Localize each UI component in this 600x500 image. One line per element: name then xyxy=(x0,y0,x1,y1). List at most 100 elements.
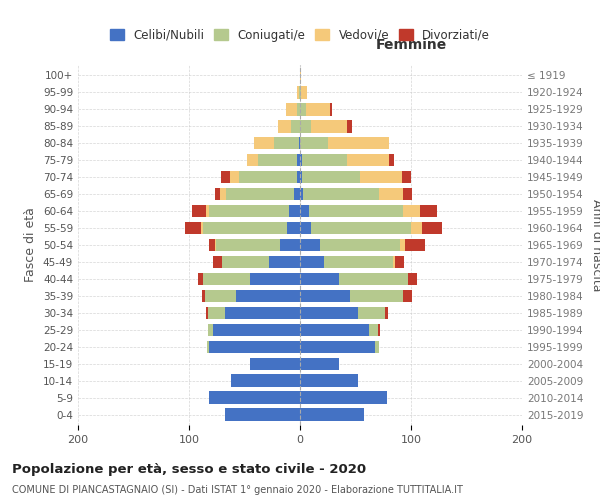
Bar xyxy=(274,136,299,149)
Bar xyxy=(295,188,300,200)
Bar xyxy=(403,290,412,302)
Bar xyxy=(395,256,404,268)
Bar xyxy=(300,340,376,353)
Bar xyxy=(300,272,339,285)
Bar xyxy=(201,222,203,234)
Bar xyxy=(311,222,411,234)
Text: Femmine: Femmine xyxy=(376,38,446,52)
Bar xyxy=(309,204,403,218)
Bar xyxy=(206,306,208,320)
Bar xyxy=(299,136,300,149)
Bar xyxy=(393,256,395,268)
Bar xyxy=(339,272,407,285)
Bar xyxy=(214,324,300,336)
Bar xyxy=(291,120,300,132)
Bar xyxy=(300,103,305,116)
Bar xyxy=(231,374,300,387)
Bar xyxy=(230,170,239,183)
Bar xyxy=(300,238,320,252)
Bar xyxy=(296,103,300,116)
Bar xyxy=(207,340,209,353)
Bar xyxy=(296,86,299,99)
Bar xyxy=(385,306,388,320)
Bar xyxy=(220,188,226,200)
Bar xyxy=(300,86,301,99)
Bar xyxy=(296,154,300,166)
Bar xyxy=(347,120,352,132)
Bar xyxy=(358,306,385,320)
Bar xyxy=(347,154,389,166)
Bar xyxy=(350,290,403,302)
Bar xyxy=(289,204,300,218)
Bar xyxy=(407,272,416,285)
Bar xyxy=(247,154,258,166)
Bar xyxy=(300,408,364,421)
Bar xyxy=(300,120,311,132)
Text: Popolazione per età, sesso e stato civile - 2020: Popolazione per età, sesso e stato civil… xyxy=(12,462,366,475)
Bar xyxy=(209,340,300,353)
Bar xyxy=(236,290,300,302)
Bar xyxy=(402,170,411,183)
Bar xyxy=(302,154,347,166)
Bar xyxy=(403,204,420,218)
Bar xyxy=(389,154,394,166)
Bar xyxy=(278,120,291,132)
Bar xyxy=(300,222,311,234)
Bar xyxy=(422,222,442,234)
Bar xyxy=(411,222,422,234)
Bar xyxy=(300,306,358,320)
Bar xyxy=(239,170,296,183)
Bar xyxy=(300,374,358,387)
Bar xyxy=(300,204,309,218)
Bar xyxy=(400,238,406,252)
Bar xyxy=(203,222,287,234)
Y-axis label: Fasce di età: Fasce di età xyxy=(25,208,37,282)
Bar xyxy=(209,238,215,252)
Bar xyxy=(286,103,296,116)
Bar xyxy=(300,188,304,200)
Bar xyxy=(300,69,301,82)
Bar xyxy=(214,256,223,268)
Bar xyxy=(223,256,269,268)
Bar xyxy=(299,86,300,99)
Y-axis label: Anni di nascita: Anni di nascita xyxy=(590,198,600,291)
Bar xyxy=(320,238,400,252)
Bar xyxy=(301,86,307,99)
Text: COMUNE DI PIANCASTAGNAIO (SI) - Dati ISTAT 1° gennaio 2020 - Elaborazione TUTTIT: COMUNE DI PIANCASTAGNAIO (SI) - Dati IST… xyxy=(12,485,463,495)
Bar xyxy=(305,103,330,116)
Bar xyxy=(378,324,380,336)
Bar xyxy=(202,290,205,302)
Bar xyxy=(221,170,230,183)
Bar xyxy=(296,170,300,183)
Bar xyxy=(208,306,224,320)
Bar xyxy=(420,204,437,218)
Bar xyxy=(403,188,412,200)
Bar xyxy=(287,222,300,234)
Bar xyxy=(205,290,236,302)
Bar xyxy=(226,188,295,200)
Bar xyxy=(300,154,302,166)
Bar xyxy=(325,256,393,268)
Bar xyxy=(224,306,300,320)
Legend: Celibi/Nubili, Coniugati/e, Vedovi/e, Divorziati/e: Celibi/Nubili, Coniugati/e, Vedovi/e, Di… xyxy=(105,24,495,46)
Bar xyxy=(330,103,332,116)
Bar xyxy=(328,136,389,149)
Bar xyxy=(198,272,203,285)
Bar xyxy=(254,136,274,149)
Bar xyxy=(203,272,250,285)
Bar xyxy=(193,204,206,218)
Bar xyxy=(280,238,300,252)
Bar xyxy=(209,392,300,404)
Bar xyxy=(300,256,325,268)
Bar xyxy=(360,170,402,183)
Bar xyxy=(258,154,296,166)
Bar xyxy=(250,272,300,285)
Bar xyxy=(206,204,209,218)
Bar xyxy=(379,188,403,200)
Bar xyxy=(300,170,302,183)
Bar xyxy=(209,204,289,218)
Bar xyxy=(250,358,300,370)
Bar xyxy=(224,408,300,421)
Bar xyxy=(215,188,220,200)
Bar xyxy=(300,358,339,370)
